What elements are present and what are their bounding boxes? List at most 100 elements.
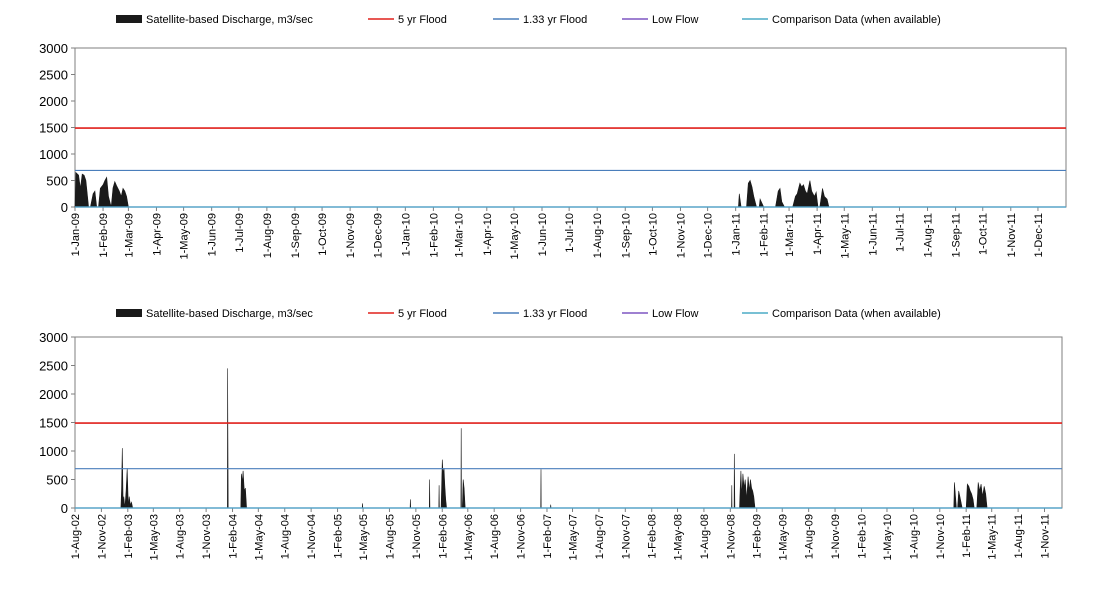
x-tick-label: 1-Aug-03 (175, 514, 187, 559)
x-tick-label: 1-Feb-03 (123, 514, 135, 559)
x-tick-label: 1-Dec-11 (1033, 213, 1045, 257)
x-tick-label: 1-Jul-09 (234, 213, 246, 253)
y-tick-label: 1500 (39, 416, 68, 431)
x-tick-label: 1-Dec-09 (372, 213, 384, 258)
x-tick-label: 1-Oct-10 (647, 213, 659, 256)
legend-swatch-discharge (116, 15, 142, 23)
x-tick-label: 1-Feb-10 (428, 213, 440, 258)
x-tick-label: 1-Jul-11 (894, 213, 906, 252)
legend-label: Comparison Data (when available) (772, 14, 941, 26)
x-tick-label: 1-Nov-09 (345, 213, 357, 258)
legend-label: 5 yr Flood (398, 14, 447, 26)
y-tick-label: 2500 (39, 359, 68, 374)
x-tick-label: 1-Mar-10 (454, 213, 466, 258)
y-tick-label: 1500 (39, 121, 68, 136)
x-tick-label: 1-May-09 (179, 213, 191, 259)
x-tick-label: 1-Nov-08 (725, 514, 737, 559)
x-tick-label: 1-Feb-09 (98, 213, 110, 258)
x-tick-label: 1-Feb-06 (437, 514, 449, 559)
x-tick-label: 1-Apr-10 (482, 213, 494, 256)
x-tick-label: 1-Oct-09 (317, 213, 329, 256)
x-tick-label: 1-Feb-11 (759, 213, 771, 257)
x-tick-label: 1-Jan-10 (400, 213, 412, 256)
x-tick-label: 1-Nov-06 (516, 514, 528, 559)
x-tick-label: 1-May-08 (673, 514, 685, 560)
x-tick-label: 1-Aug-11 (923, 213, 935, 257)
x-tick-label: 1-Feb-09 (752, 514, 764, 559)
x-tick-label: 1-Mar-09 (123, 213, 135, 258)
legend-label: Comparison Data (when available) (772, 308, 941, 320)
y-tick-label: 2500 (39, 68, 68, 83)
x-tick-label: 1-May-10 (509, 213, 521, 259)
x-tick-label: 1-Feb-08 (647, 514, 659, 559)
x-tick-label: 1-Nov-04 (306, 514, 318, 559)
x-tick-label: 1-Aug-07 (594, 514, 606, 559)
x-tick-label: 1-Feb-05 (333, 514, 345, 559)
x-tick-label: 1-Nov-05 (411, 514, 423, 559)
x-tick-label: 1-May-11 (839, 213, 851, 259)
x-tick-label: 1-May-04 (253, 514, 265, 560)
x-tick-label: 1-Apr-09 (151, 213, 163, 256)
x-tick-label: 1-Aug-10 (908, 514, 920, 559)
legend-label: 5 yr Flood (398, 308, 447, 320)
x-tick-label: 1-May-07 (568, 514, 580, 560)
y-tick-label: 2000 (39, 94, 68, 109)
x-tick-label: 1-May-03 (148, 514, 160, 560)
x-tick-label: 1-Apr-11 (812, 213, 824, 255)
x-tick-label: 1-Aug-08 (699, 514, 711, 559)
x-tick-label: 1-Sep-11 (951, 213, 963, 257)
x-tick-label: 1-Aug-09 (804, 514, 816, 559)
y-tick-label: 0 (61, 200, 68, 215)
x-tick-label: 1-Oct-11 (978, 213, 990, 255)
x-tick-label: 1-Nov-11 (1039, 514, 1051, 558)
x-tick-label: 1-Nov-11 (1006, 213, 1018, 257)
x-tick-label: 1-Aug-11 (1013, 514, 1025, 558)
x-tick-label: 1-May-10 (882, 514, 894, 560)
x-tick-label: 1-May-09 (777, 514, 789, 560)
y-tick-label: 1000 (39, 147, 68, 162)
x-tick-label: 1-Jun-09 (207, 213, 219, 256)
x-tick-label: 1-Nov-10 (935, 514, 947, 559)
y-tick-label: 0 (61, 501, 68, 516)
x-tick-label: 1-Dec-10 (703, 213, 715, 258)
legend-swatch-discharge (116, 309, 142, 317)
x-tick-label: 1-Feb-11 (961, 514, 973, 558)
x-tick-label: 1-Jan-09 (70, 213, 82, 256)
x-tick-label: 1-Nov-10 (675, 213, 687, 258)
x-tick-label: 1-Aug-10 (592, 213, 604, 258)
x-tick-label: 1-Sep-09 (290, 213, 302, 258)
x-tick-label: 1-Feb-07 (542, 514, 554, 559)
x-tick-label: 1-Sep-10 (620, 213, 632, 258)
discharge-area (120, 368, 990, 509)
x-tick-label: 1-May-06 (463, 514, 475, 560)
legend-label: Satellite-based Discharge, m3/sec (146, 308, 313, 320)
legend-label: 1.33 yr Flood (523, 14, 587, 26)
x-tick-label: 1-Aug-04 (280, 514, 292, 559)
x-tick-label: 1-Mar-11 (784, 213, 796, 257)
legend-label: Low Flow (652, 308, 699, 320)
x-tick-label: 1-Aug-02 (70, 514, 82, 559)
x-tick-label: 1-Nov-09 (830, 514, 842, 559)
x-tick-label: 1-Nov-07 (620, 514, 632, 559)
y-tick-label: 3000 (39, 41, 68, 56)
x-tick-label: 1-Jan-11 (731, 213, 743, 256)
legend-label: Low Flow (652, 14, 699, 26)
legend-label: 1.33 yr Flood (523, 308, 587, 320)
x-tick-label: 1-Aug-09 (262, 213, 274, 258)
x-tick-label: 1-Jun-10 (537, 213, 549, 256)
y-tick-label: 500 (46, 473, 68, 488)
x-tick-label: 1-Jul-10 (564, 213, 576, 253)
x-tick-label: 1-Nov-02 (96, 514, 108, 559)
y-tick-label: 1000 (39, 444, 68, 459)
x-tick-label: 1-May-05 (358, 514, 370, 560)
y-tick-label: 3000 (39, 330, 68, 345)
x-tick-label: 1-Aug-06 (489, 514, 501, 559)
y-tick-label: 500 (46, 174, 68, 189)
discharge-area (74, 171, 847, 208)
x-tick-label: 1-May-11 (987, 514, 999, 560)
x-tick-label: 1-Jun-11 (867, 213, 879, 256)
y-tick-label: 2000 (39, 387, 68, 402)
legend-label: Satellite-based Discharge, m3/sec (146, 14, 313, 26)
x-tick-label: 1-Nov-03 (201, 514, 213, 559)
